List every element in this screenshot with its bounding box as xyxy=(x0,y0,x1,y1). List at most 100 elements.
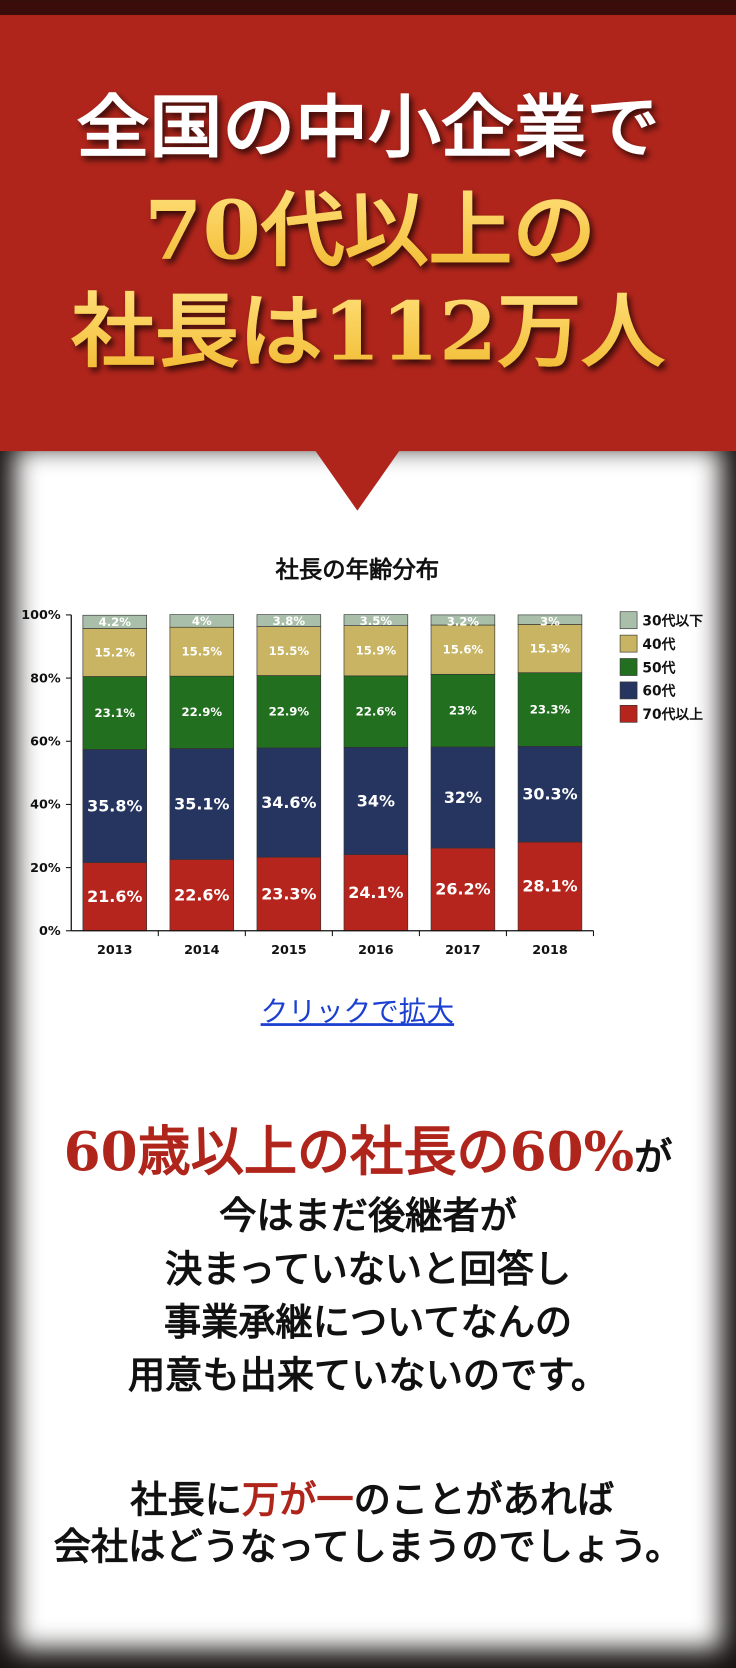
bar-segment xyxy=(517,614,583,625)
bar-segment xyxy=(343,625,409,677)
legend-swatch xyxy=(619,704,638,723)
value-label: 15.5% xyxy=(182,645,223,659)
value-label: 28.1% xyxy=(522,877,577,896)
value-label: 34% xyxy=(357,791,395,810)
value-label: 23.3% xyxy=(261,884,316,903)
value-label: 22.6% xyxy=(356,704,397,718)
bar-segment xyxy=(430,746,496,849)
bar-segment xyxy=(517,672,583,747)
value-label: 4% xyxy=(192,614,212,628)
legend-label: 40代 xyxy=(642,636,675,653)
closing-text: 社長に xyxy=(129,1478,242,1522)
value-label: 3.5% xyxy=(360,614,393,628)
y-tick-label: 0% xyxy=(39,924,61,939)
value-label: 22.9% xyxy=(182,705,223,719)
bar-segment xyxy=(343,746,409,855)
value-label: 15.6% xyxy=(443,643,484,657)
legend-swatch xyxy=(619,658,638,676)
bar-segment xyxy=(82,862,148,932)
bar-segment xyxy=(82,628,148,677)
y-tick-label: 20% xyxy=(30,861,61,876)
value-label: 23.3% xyxy=(530,702,571,716)
header-band xyxy=(0,15,736,452)
bar-segment xyxy=(169,614,235,628)
x-tick-label: 2013 xyxy=(97,943,133,958)
bar-segment xyxy=(256,626,322,676)
value-label: 15.2% xyxy=(95,645,136,659)
headline: 60歳以上の社長の60%が xyxy=(64,1120,674,1183)
value-label: 3% xyxy=(540,615,560,629)
paragraph-line: 決まっていないと回答し xyxy=(165,1247,571,1291)
bar-segment xyxy=(169,675,235,749)
bar-segment xyxy=(169,626,235,677)
value-label: 24.1% xyxy=(348,883,403,902)
value-label: 3.8% xyxy=(273,614,306,628)
zoom-link[interactable]: クリックで拡大 xyxy=(261,995,454,1028)
bar-segment xyxy=(517,624,583,674)
value-label: 22.9% xyxy=(269,705,310,719)
bar-segment xyxy=(256,614,322,627)
bar-segment xyxy=(430,673,496,748)
bar-segment xyxy=(343,675,409,748)
paragraph-line: 事業承継についてなんの xyxy=(164,1300,572,1344)
bar-segment xyxy=(343,614,409,626)
paragraph-line: 今はまだ後継者が xyxy=(219,1194,518,1238)
legend-label: 30代以下 xyxy=(642,613,703,630)
zoom-link-text[interactable]: クリックで拡大 xyxy=(261,995,454,1028)
bar-segment xyxy=(517,841,583,932)
y-tick-label: 60% xyxy=(30,735,61,750)
closing-emphasis: 万が一 xyxy=(242,1478,354,1522)
value-label: 32% xyxy=(444,788,482,807)
legend-swatch xyxy=(619,611,638,630)
x-tick-label: 2015 xyxy=(271,943,307,958)
header-line: 全国の中小企業で xyxy=(77,88,660,168)
paragraph-line: 用意も出来ていないのです。 xyxy=(128,1353,608,1397)
bar-segment xyxy=(256,747,322,858)
closing-line: 会社はどうなってしまうのでしょう。 xyxy=(54,1524,683,1568)
header-line: 社長は112万人 xyxy=(70,285,666,380)
value-label: 15.3% xyxy=(530,641,571,655)
value-label: 21.6% xyxy=(87,887,142,906)
y-tick-label: 80% xyxy=(30,671,61,686)
bar-segment xyxy=(82,749,148,863)
bar-segment xyxy=(430,624,496,675)
x-tick-label: 2017 xyxy=(445,943,481,958)
value-label: 34.6% xyxy=(261,793,316,812)
value-label: 23% xyxy=(449,704,477,718)
value-label: 26.2% xyxy=(435,880,490,899)
legend-swatch xyxy=(619,681,638,700)
chart: 社長の年齢分布 0% 20% 40% 60% 80% 100% 2013 21.6% 35.8%… xyxy=(21,556,703,959)
bar-segment xyxy=(169,859,235,932)
closing-line: 社長に万が一のことがあれば xyxy=(129,1478,614,1522)
header-text: 全国の中小企業で 70代以上の 社長は112万人 xyxy=(70,88,666,379)
legend-label: 50代 xyxy=(642,659,675,676)
x-tick-label: 2014 xyxy=(184,943,220,958)
bar-segment xyxy=(82,676,148,750)
bar-segment xyxy=(82,614,148,629)
bar-segment xyxy=(256,675,322,749)
legend-swatch xyxy=(619,634,638,653)
value-label: 30.3% xyxy=(522,784,577,803)
value-label: 4.2% xyxy=(99,615,132,629)
x-tick-label: 2016 xyxy=(358,943,394,958)
value-label: 22.6% xyxy=(174,885,229,904)
y-tick-label: 100% xyxy=(21,608,61,623)
bar-segment xyxy=(517,745,583,843)
paragraph: 今はまだ後継者が決まっていないと回答し事業承継についてなんの用意も出来ていないの… xyxy=(128,1194,608,1398)
chart-title: 社長の年齢分布 xyxy=(275,556,440,584)
header-pointer xyxy=(314,450,400,511)
value-label: 15.5% xyxy=(269,644,310,658)
value-label: 3.2% xyxy=(447,615,480,629)
x-tick-label: 2018 xyxy=(532,943,568,958)
value-label: 35.8% xyxy=(87,796,142,815)
bar-segment xyxy=(430,614,496,626)
headline-emphasis: 60歳以上の社長の60% xyxy=(64,1120,635,1183)
value-label: 23.1% xyxy=(95,706,136,720)
y-tick-label: 40% xyxy=(30,798,61,813)
legend-label: 70代以上 xyxy=(642,706,703,723)
headline-tail: が xyxy=(634,1135,673,1180)
value-label: 35.1% xyxy=(174,794,229,813)
header-line: 70代以上の xyxy=(144,184,596,279)
